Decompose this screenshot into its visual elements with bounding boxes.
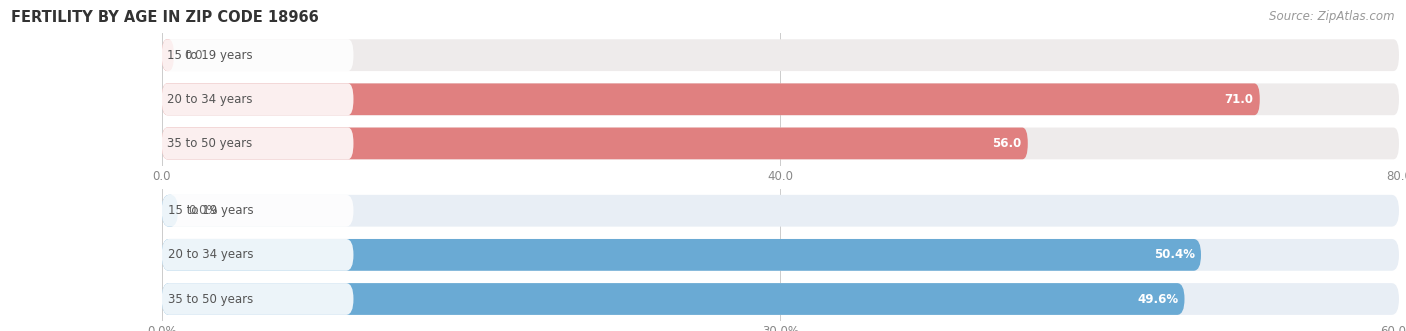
FancyBboxPatch shape [162, 127, 1399, 159]
Text: FERTILITY BY AGE IN ZIP CODE 18966: FERTILITY BY AGE IN ZIP CODE 18966 [11, 10, 319, 25]
FancyBboxPatch shape [162, 283, 1399, 315]
Text: 49.6%: 49.6% [1137, 293, 1178, 306]
FancyBboxPatch shape [162, 39, 353, 71]
Text: 71.0: 71.0 [1225, 93, 1254, 106]
Text: 20 to 34 years: 20 to 34 years [167, 93, 252, 106]
Text: 0.0: 0.0 [184, 49, 202, 62]
FancyBboxPatch shape [162, 239, 1201, 271]
FancyBboxPatch shape [162, 195, 353, 227]
FancyBboxPatch shape [162, 283, 1184, 315]
FancyBboxPatch shape [162, 83, 1399, 115]
Text: 20 to 34 years: 20 to 34 years [169, 248, 254, 261]
Text: 50.4%: 50.4% [1154, 248, 1195, 261]
FancyBboxPatch shape [162, 195, 179, 227]
FancyBboxPatch shape [162, 83, 1260, 115]
FancyBboxPatch shape [162, 127, 1028, 159]
FancyBboxPatch shape [162, 283, 353, 315]
Text: Source: ZipAtlas.com: Source: ZipAtlas.com [1270, 10, 1395, 23]
Text: 35 to 50 years: 35 to 50 years [167, 137, 252, 150]
Text: 35 to 50 years: 35 to 50 years [169, 293, 253, 306]
FancyBboxPatch shape [162, 39, 174, 71]
FancyBboxPatch shape [162, 239, 1399, 271]
FancyBboxPatch shape [162, 83, 353, 115]
Text: 56.0: 56.0 [993, 137, 1022, 150]
FancyBboxPatch shape [162, 195, 1399, 227]
FancyBboxPatch shape [162, 127, 353, 159]
FancyBboxPatch shape [162, 39, 1399, 71]
FancyBboxPatch shape [162, 239, 353, 271]
Text: 15 to 19 years: 15 to 19 years [167, 49, 252, 62]
Text: 15 to 19 years: 15 to 19 years [169, 204, 254, 217]
Text: 0.0%: 0.0% [188, 204, 218, 217]
